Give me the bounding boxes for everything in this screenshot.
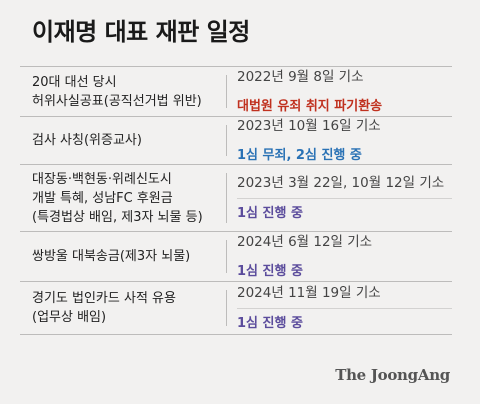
case-line: (특경법상 배임, 제3자 뇌물 등)	[32, 209, 203, 225]
indictment-date: 2024년 11월 19일 기소	[237, 284, 381, 301]
trial-status: 1심 진행 중	[237, 315, 303, 331]
trial-status: 1심 진행 중	[237, 263, 303, 279]
case-line: (업무상 배임)	[32, 310, 107, 325]
trial-status: 1심 진행 중	[237, 205, 303, 221]
indictment-date: 2022년 9월 8일 기소	[237, 68, 364, 85]
case-schedule: 2023년 3월 22일, 10월 12일 기소 1심 진행 중	[227, 165, 452, 231]
table-row: 경기도 법인카드 사적 유용 (업무상 배임) 2024년 11월 19일 기소…	[20, 282, 452, 335]
divider	[226, 290, 227, 326]
case-line: 대장동·백현동·위례신도시	[32, 171, 172, 187]
trial-status: 대법원 유죄 취지 파기환송	[237, 98, 383, 114]
indictment-date: 2023년 10월 16일 기소	[237, 117, 381, 134]
case-line: 개발 특혜, 성남FC 후원금	[32, 190, 173, 206]
case-schedule: 2024년 6월 12일 기소 1심 진행 중	[227, 232, 452, 281]
case-line: 쌍방울 대북송금(제3자 뇌물)	[32, 249, 191, 264]
divider	[226, 173, 227, 223]
indictment-date: 2023년 3월 22일, 10월 12일 기소	[237, 174, 445, 191]
divider	[226, 240, 227, 273]
case-name: 검사 사칭(위증교사)	[20, 117, 226, 164]
divider	[226, 75, 227, 108]
case-line: 검사 사칭(위증교사)	[32, 133, 142, 148]
table-row: 대장동·백현동·위례신도시 개발 특혜, 성남FC 후원금 (특경법상 배임, …	[20, 165, 452, 232]
case-schedule: 2023년 10월 16일 기소 1심 무죄, 2심 진행 중	[227, 117, 452, 164]
case-name: 경기도 법인카드 사적 유용 (업무상 배임)	[20, 282, 226, 334]
publisher-logo: The JoongAng	[335, 366, 450, 384]
divider	[237, 197, 452, 199]
page-title: 이재명 대표 재판 일정	[32, 18, 250, 46]
schedule-table: 20대 대선 당시 허위사실공표(공직선거법 위반) 2022년 9월 8일 기…	[20, 66, 452, 335]
case-line: 경기도 법인카드 사적 유용	[32, 291, 176, 306]
table-row: 검사 사칭(위증교사) 2023년 10월 16일 기소 1심 무죄, 2심 진…	[20, 117, 452, 165]
trial-status: 1심 무죄, 2심 진행 중	[237, 147, 362, 163]
case-line: 20대 대선 당시	[32, 74, 117, 90]
case-schedule: 2022년 9월 8일 기소 대법원 유죄 취지 파기환송	[227, 67, 452, 116]
divider	[237, 307, 452, 309]
case-line: 허위사실공표(공직선거법 위반)	[32, 93, 202, 109]
case-name: 대장동·백현동·위례신도시 개발 특혜, 성남FC 후원금 (특경법상 배임, …	[20, 165, 226, 231]
indictment-date: 2024년 6월 12일 기소	[237, 233, 373, 250]
table-row: 20대 대선 당시 허위사실공표(공직선거법 위반) 2022년 9월 8일 기…	[20, 66, 452, 117]
case-name: 쌍방울 대북송금(제3자 뇌물)	[20, 232, 226, 281]
case-name: 20대 대선 당시 허위사실공표(공직선거법 위반)	[20, 67, 226, 116]
divider	[226, 125, 227, 156]
case-schedule: 2024년 11월 19일 기소 1심 진행 중	[227, 282, 452, 334]
table-row: 쌍방울 대북송금(제3자 뇌물) 2024년 6월 12일 기소 1심 진행 중	[20, 232, 452, 282]
